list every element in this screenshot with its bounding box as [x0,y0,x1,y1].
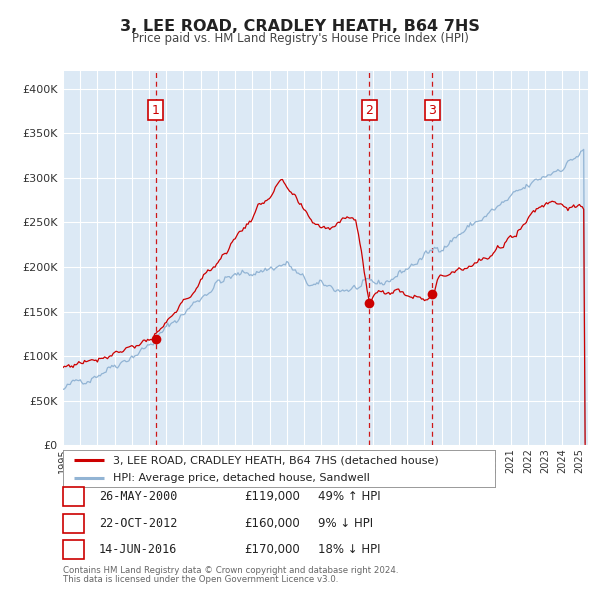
Text: Price paid vs. HM Land Registry's House Price Index (HPI): Price paid vs. HM Land Registry's House … [131,32,469,45]
Text: Contains HM Land Registry data © Crown copyright and database right 2024.: Contains HM Land Registry data © Crown c… [63,566,398,575]
Text: HPI: Average price, detached house, Sandwell: HPI: Average price, detached house, Sand… [113,473,370,483]
Text: 18% ↓ HPI: 18% ↓ HPI [318,543,380,556]
Text: This data is licensed under the Open Government Licence v3.0.: This data is licensed under the Open Gov… [63,575,338,584]
Text: 9% ↓ HPI: 9% ↓ HPI [318,517,373,530]
Text: 49% ↑ HPI: 49% ↑ HPI [318,490,380,503]
Text: 14-JUN-2016: 14-JUN-2016 [99,543,178,556]
Text: £170,000: £170,000 [244,543,300,556]
Text: 3, LEE ROAD, CRADLEY HEATH, B64 7HS: 3, LEE ROAD, CRADLEY HEATH, B64 7HS [120,19,480,34]
Text: £160,000: £160,000 [244,517,300,530]
Text: 1: 1 [152,104,160,117]
Text: 3: 3 [428,104,436,117]
Text: 1: 1 [70,490,77,503]
Text: 22-OCT-2012: 22-OCT-2012 [99,517,178,530]
Text: 26-MAY-2000: 26-MAY-2000 [99,490,178,503]
Text: 3, LEE ROAD, CRADLEY HEATH, B64 7HS (detached house): 3, LEE ROAD, CRADLEY HEATH, B64 7HS (det… [113,455,439,465]
Text: £119,000: £119,000 [244,490,300,503]
Text: 2: 2 [70,517,77,530]
Text: 2: 2 [365,104,373,117]
Text: 3: 3 [70,543,77,556]
